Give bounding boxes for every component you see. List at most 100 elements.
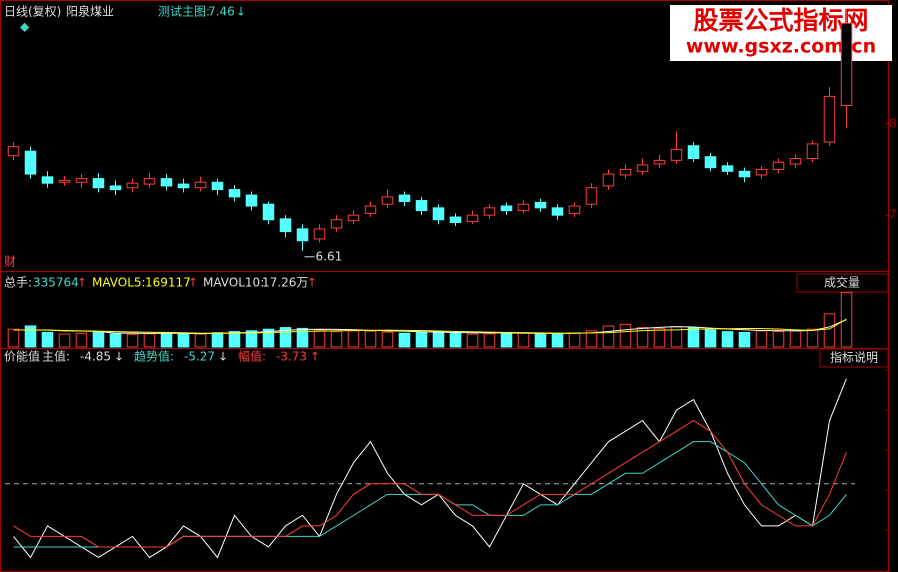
candle-body (143, 178, 156, 185)
volume-bar (347, 330, 360, 348)
volume-bar (143, 333, 156, 348)
candle-body (330, 219, 343, 229)
candle-body (347, 214, 360, 222)
volume-bar (381, 331, 394, 348)
candle-body (619, 168, 632, 176)
mavol10-value: 17.26万 (262, 276, 308, 290)
ind-button[interactable] (819, 348, 889, 368)
volume-bar (364, 330, 377, 348)
candle-body (823, 95, 836, 143)
volume-bar (551, 333, 564, 348)
diamond: ◆ (20, 20, 30, 34)
candle-body (585, 187, 598, 205)
low-label: 6.61 (316, 249, 343, 263)
arrow: ↓ (218, 350, 228, 364)
volume-bar (806, 328, 819, 348)
candle-body (704, 156, 717, 169)
candle-body (126, 182, 139, 189)
volume-bar (534, 332, 547, 348)
volume-bar (194, 333, 207, 348)
arrow: ↑ (310, 350, 320, 364)
current-value: -4.85 (80, 350, 111, 364)
candle-body (517, 203, 530, 212)
ma-line (13, 318, 847, 334)
volume-bar (500, 331, 513, 348)
vol-value: 335764 (33, 276, 79, 290)
candle-body (211, 181, 224, 191)
ma-line (13, 319, 847, 335)
stock-name: 阳泉煤业 (66, 5, 114, 19)
candle-body (483, 207, 496, 216)
candle-body (636, 164, 649, 172)
volume-bar (772, 331, 785, 348)
volume-bar (483, 333, 496, 348)
arrow: ↑ (188, 276, 198, 290)
candle-body (228, 189, 241, 198)
volume-bar (738, 331, 751, 348)
main-title: 测试主图: (158, 4, 210, 19)
candle-body (313, 228, 326, 240)
volume-bar (415, 331, 428, 348)
candle-body (840, 22, 853, 107)
volume-bar (177, 332, 190, 348)
candle-body (364, 205, 377, 214)
legend: 幅值: (238, 349, 266, 364)
candle-body (24, 150, 37, 175)
volume-bar (568, 332, 581, 348)
candle-body (738, 170, 751, 178)
candle-body (398, 194, 411, 202)
candle-body (177, 183, 190, 189)
volume-bar (75, 332, 88, 348)
volume-bar (41, 331, 54, 348)
candle-body (772, 161, 785, 170)
vol-button[interactable] (796, 273, 889, 293)
arrow: ↓ (114, 350, 124, 364)
ind-button-label[interactable]: 指标说明 (830, 350, 878, 365)
candle-body (534, 201, 547, 209)
volume-bar (228, 331, 241, 348)
volume-bar (585, 330, 598, 348)
volume-bar (58, 333, 71, 348)
mavol5-value: 169117 (145, 276, 191, 290)
candle-body (653, 159, 666, 165)
volume-bar (653, 327, 666, 348)
y-tick-label: 8 (889, 116, 897, 130)
y-tick-label: 7 (889, 208, 897, 222)
candle-body (160, 178, 173, 187)
badge: 财 (4, 255, 16, 269)
candle-body (687, 145, 700, 160)
candle-body (279, 218, 292, 233)
volume-bar (687, 327, 700, 348)
volume-bar (279, 327, 292, 348)
current-value: -3.73 (276, 350, 307, 364)
volume-bar (160, 331, 173, 348)
volume-bar (789, 330, 802, 348)
candle-body (262, 203, 275, 221)
volume-bar (823, 313, 836, 348)
candle-body (296, 228, 309, 242)
volume-bar (721, 331, 734, 348)
volume-bar (466, 333, 479, 348)
arrow: ↑ (77, 276, 87, 290)
vol-title: 总手: (4, 276, 32, 290)
current-value: -5.27 (184, 350, 215, 364)
candle-body (789, 158, 802, 165)
volume-bar (126, 333, 139, 348)
period: 日线(复权) (4, 5, 61, 19)
vol-button-label[interactable]: 成交量 (824, 275, 860, 290)
ind-title: 价能值 (4, 349, 40, 364)
candle-body (92, 178, 105, 189)
volume-bar (755, 330, 768, 348)
volume-bar (636, 327, 649, 348)
candle-body (245, 194, 258, 207)
candle-body (806, 143, 819, 160)
candle-body (670, 148, 683, 161)
candle-body (415, 200, 428, 212)
watermark: 股票公式指标网 (693, 6, 868, 35)
candle-body (432, 207, 445, 221)
candle-body (75, 178, 88, 183)
candle-body (568, 205, 581, 214)
volume-bar (449, 332, 462, 348)
candle-body (602, 173, 615, 187)
